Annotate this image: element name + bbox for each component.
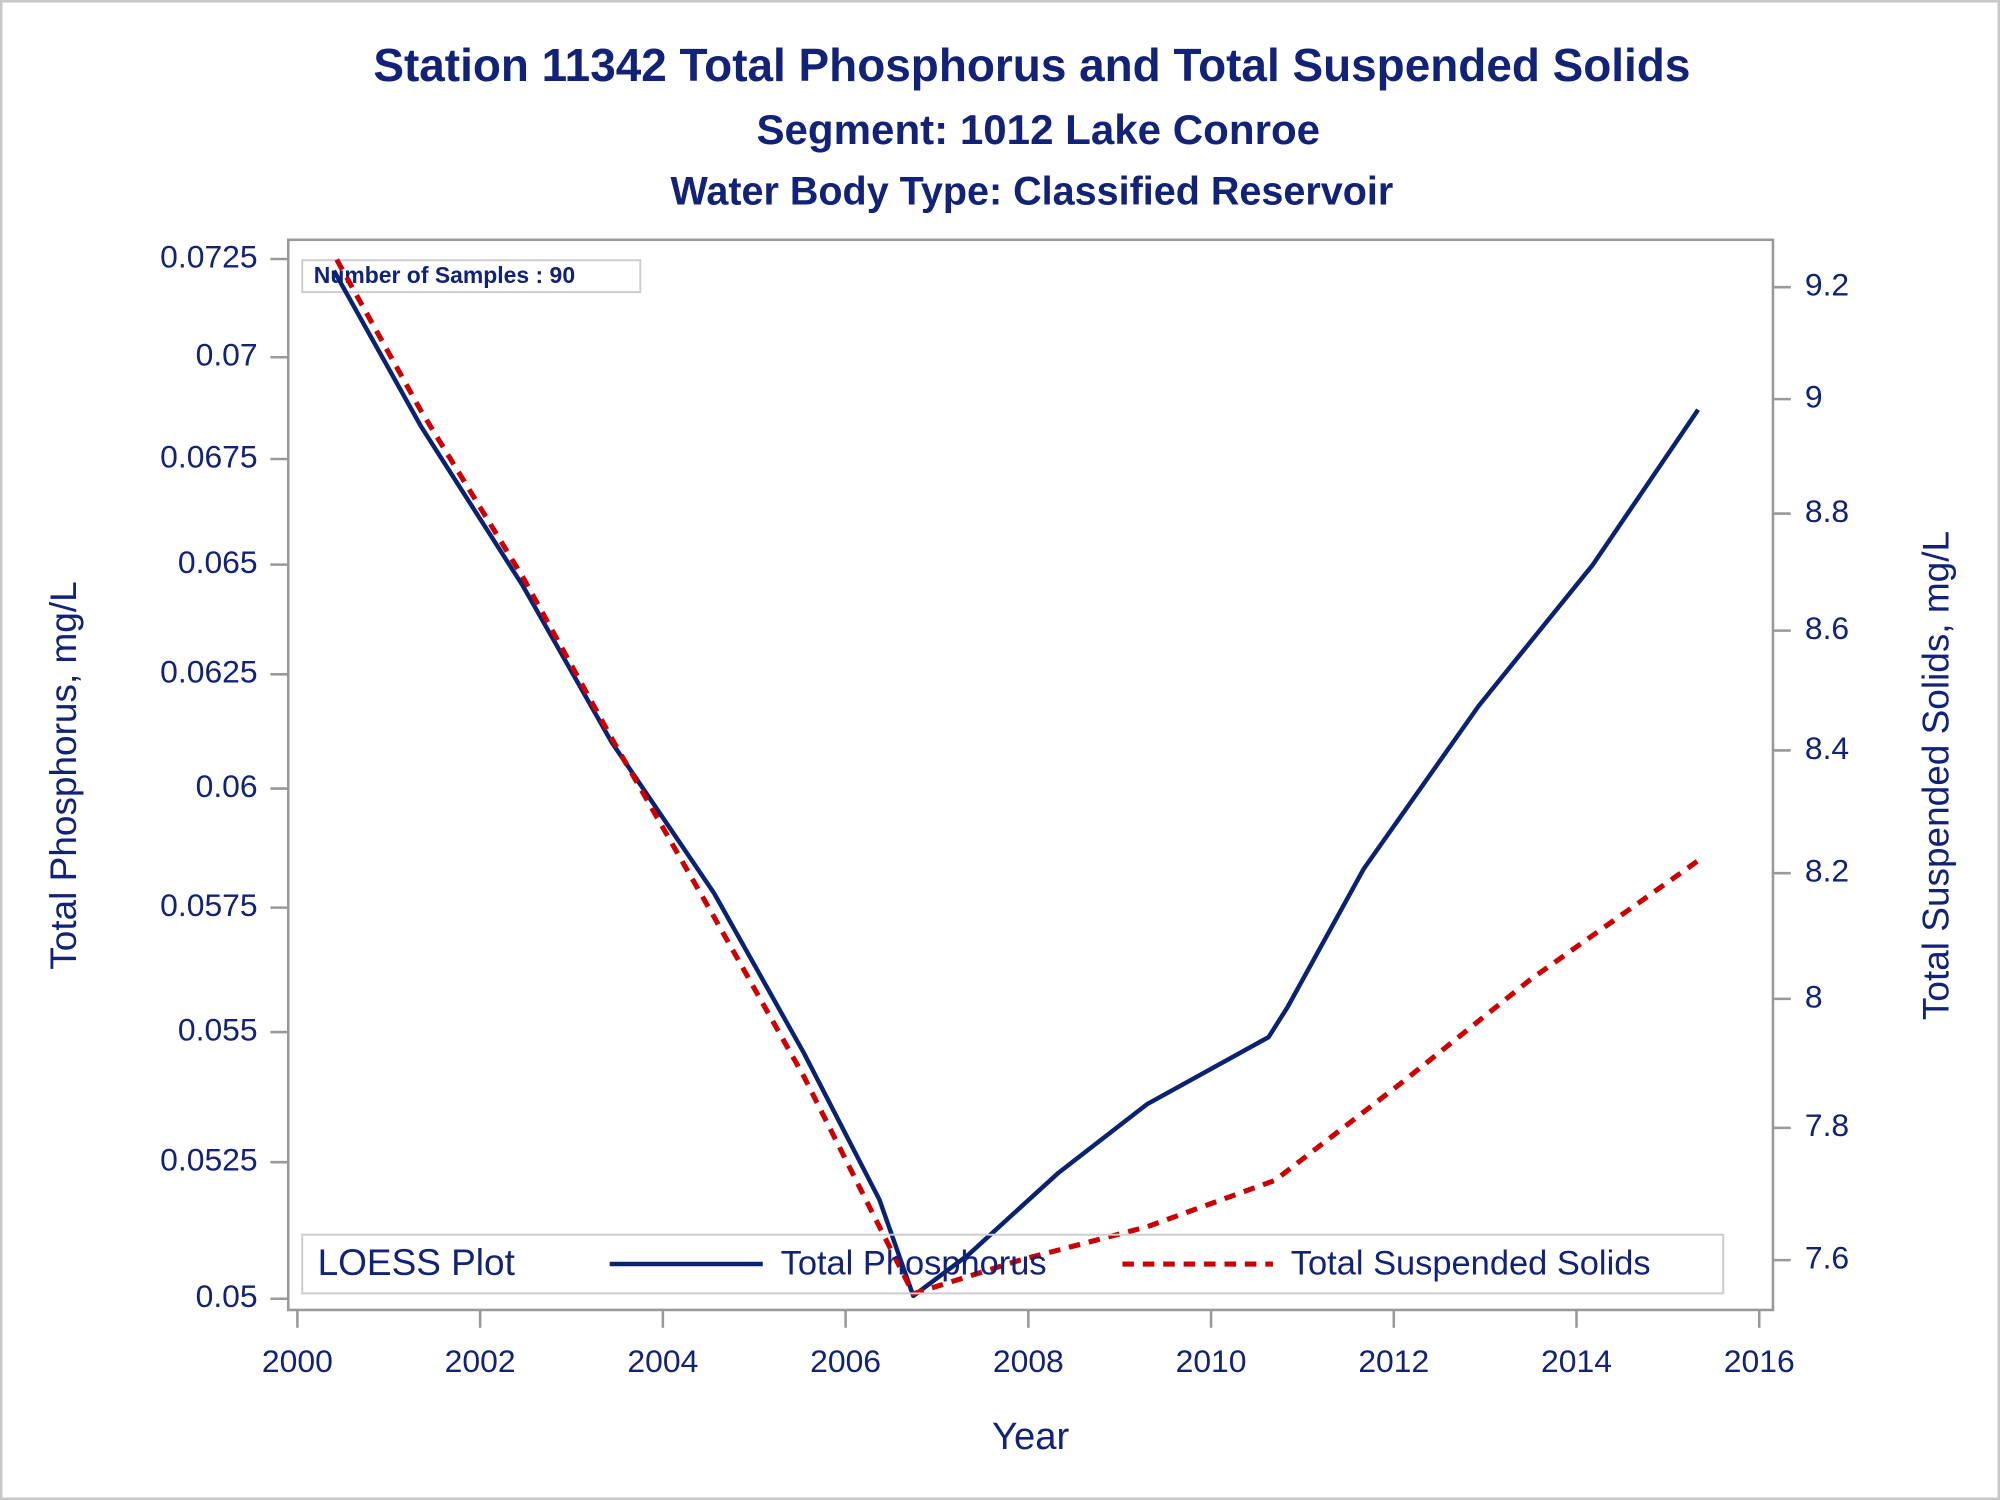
x-tick-label: 2010 xyxy=(1176,1343,1247,1379)
y-tick-label: 0.06 xyxy=(196,768,258,804)
annotation: Number of Samples : 90 xyxy=(314,262,575,288)
y-tick-label: 0.0525 xyxy=(160,1142,257,1178)
y2-tick-label: 7.6 xyxy=(1805,1240,1849,1276)
y-tick-label: 0.0725 xyxy=(160,238,257,274)
plot-frame xyxy=(286,238,1775,1312)
y-tick-label: 0.0675 xyxy=(160,438,257,474)
y-axis-label: Total Phosphorus, mg/L xyxy=(43,581,84,969)
y2-tick-label: 8.6 xyxy=(1805,610,1849,646)
legend-label: Total Suspended Solids xyxy=(1291,1244,1651,1282)
y-tick-label: 0.05 xyxy=(196,1278,258,1314)
y-tick-label: 0.0625 xyxy=(160,654,257,690)
x-axis-label: Year xyxy=(992,1415,1070,1458)
series-line xyxy=(334,258,1700,1297)
x-tick-label: 2014 xyxy=(1541,1343,1612,1379)
y-tick-label: 0.055 xyxy=(178,1011,258,1047)
y-tick-label: 0.07 xyxy=(196,337,258,373)
y2-tick-label: 9.2 xyxy=(1805,267,1849,303)
y2-axis-label: Total Suspended Solids, mg/L xyxy=(1916,531,1957,1020)
y2-tick-label: 8.8 xyxy=(1805,493,1849,529)
y2-tick-label: 9 xyxy=(1805,379,1823,415)
x-tick-label: 2016 xyxy=(1724,1343,1795,1379)
y2-tick-label: 7.8 xyxy=(1805,1107,1849,1143)
y-tick-label: 0.065 xyxy=(178,544,258,580)
annotation-box xyxy=(301,259,642,294)
x-tick-label: 2012 xyxy=(1358,1343,1429,1379)
chart-title: Station 11342 Total Phosphorus and Total… xyxy=(373,39,1690,91)
x-tick-label: 2006 xyxy=(810,1343,881,1379)
x-tick-label: 2000 xyxy=(262,1343,333,1379)
y2-tick-label: 8.4 xyxy=(1805,730,1849,766)
y2-tick-label: 8 xyxy=(1805,978,1823,1014)
legend-box xyxy=(301,1233,1725,1295)
legend-title: LOESS Plot xyxy=(318,1242,515,1283)
chart-subtitle: Water Body Type: Classified Reservoir xyxy=(671,169,1394,213)
series-line xyxy=(331,269,1700,1299)
y2-tick-label: 8.2 xyxy=(1805,853,1849,889)
chart-subtitle: Segment: 1012 Lake Conroe xyxy=(756,106,1320,153)
legend-label: Total Phosphorus xyxy=(781,1244,1047,1282)
x-tick-label: 2002 xyxy=(445,1343,516,1379)
x-tick-label: 2008 xyxy=(993,1343,1064,1379)
x-tick-label: 2004 xyxy=(627,1343,698,1379)
y-tick-label: 0.0575 xyxy=(160,887,257,923)
